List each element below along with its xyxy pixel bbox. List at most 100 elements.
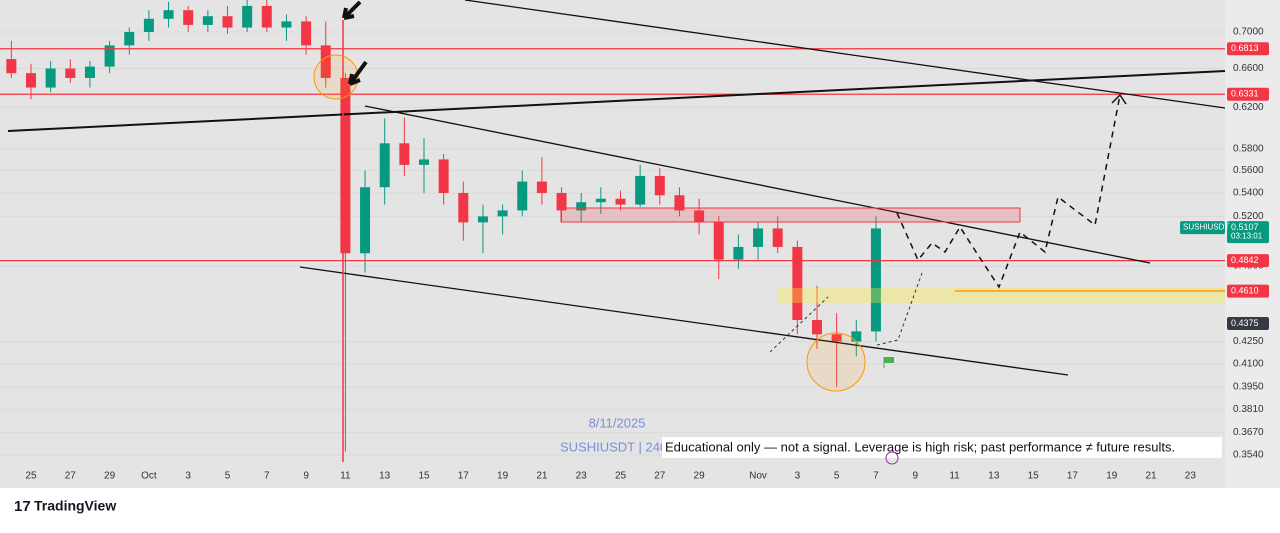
symbol-stamp: SUSHIUSDT | 240 [560,439,667,454]
x-tick-label: 17 [458,471,470,482]
x-tick-label: 17 [1067,471,1079,482]
candle-body [438,159,449,193]
countdown: 03:13:01 [1231,232,1263,241]
x-tick-label: 25 [615,471,627,482]
candle-body [792,246,803,321]
x-tick-label: Oct [141,471,157,482]
y-tick-label: 0.5800 [1233,143,1264,154]
x-tick-label: Nov [749,471,767,482]
y-tick-label: 0.6600 [1233,63,1264,74]
x-tick-label: 23 [1185,471,1197,482]
channel-lower [299,266,1069,376]
brand: TradingView [34,498,116,514]
trendline [464,0,1226,109]
candle-body [654,175,665,196]
highlight-circle [313,54,359,100]
price-label-box [1227,42,1269,56]
x-tick-label: 5 [834,471,840,482]
disclaimer: Educational only — not a signal. Leverag… [665,439,1175,454]
candle-body [242,5,253,28]
x-tick-label: 15 [418,471,430,482]
candle-body [576,202,587,211]
y-tick-label: 0.3670 [1233,427,1264,438]
candle-body [870,228,881,332]
x-tick-label: 5 [225,471,231,482]
candle-body [6,59,17,74]
candle-body [694,210,705,223]
candle-body [143,18,154,32]
flag [884,357,894,363]
candle-body [713,222,724,260]
price-label-box [1227,87,1269,101]
price-label: 0.4375 [1231,318,1259,328]
projection-path [896,94,1121,289]
y-tick-label: 0.6200 [1233,102,1264,113]
candle-body [360,187,371,254]
candle-body [497,210,508,217]
candle-body [635,175,646,205]
y-tick-label: 0.5600 [1233,165,1264,176]
candle-body [458,192,469,223]
price-label: 0.5107 [1231,222,1259,232]
candle-body [615,198,626,205]
candle-body [753,228,764,247]
x-tick-label: 3 [185,471,191,482]
projection-arrow [1111,93,1127,105]
y-tick-label: 0.3540 [1233,450,1264,461]
candle-body [399,143,410,165]
candle-body [340,77,351,254]
candle-body [301,21,312,46]
x-tick-label: 3 [795,471,801,482]
x-tick-label: 9 [912,471,918,482]
candle-body [536,181,547,193]
y-tick-label: 0.4100 [1233,358,1264,369]
candle-body [26,73,36,88]
projection-path [876,272,923,346]
date-stamp: 8/11/2025 [589,415,646,430]
candle-body [477,216,488,223]
candle-body [65,68,76,78]
candle-body [261,5,272,28]
x-tick-label: 27 [654,471,666,482]
candle-body [183,10,194,25]
candle-body [595,198,606,203]
candle-body [556,192,567,211]
x-tick-label: 11 [949,471,960,482]
x-tick-label: 27 [65,471,77,482]
candle-body [104,45,115,67]
x-tick-label: 13 [988,471,1000,482]
candle-body [320,45,331,78]
drawings [7,0,1226,462]
x-tick-label: 9 [303,471,309,482]
candle-body [379,143,390,188]
trendline [7,70,1226,132]
candle-body [674,195,685,211]
x-tick-label: 25 [25,471,37,482]
candle-body [281,21,292,28]
disclaimer-box [662,437,1222,458]
symbol-box [1180,221,1225,235]
candle-body [733,246,744,260]
price-label-box [1227,221,1269,244]
chart-background [0,0,1280,488]
y-tick-label: 0.5400 [1233,188,1264,199]
candle-body [45,68,56,88]
candle-body [222,16,233,28]
candle-body [84,66,95,78]
x-tick-label: 11 [340,471,351,482]
candle-body [124,31,135,46]
x-tick-label: 7 [264,471,270,482]
price-label: 0.4842 [1231,255,1259,265]
x-tick-label: 19 [1106,471,1118,482]
candle-body [831,334,842,342]
y-tick-label: 0.3810 [1233,404,1264,415]
resistance-zone [560,207,1021,223]
y-tick-label: 0.4250 [1233,336,1264,347]
x-tick-label: 19 [497,471,509,482]
projection-path [769,296,829,353]
arrow [342,0,362,20]
candle-body [163,10,174,19]
price-label-box [1227,317,1269,331]
